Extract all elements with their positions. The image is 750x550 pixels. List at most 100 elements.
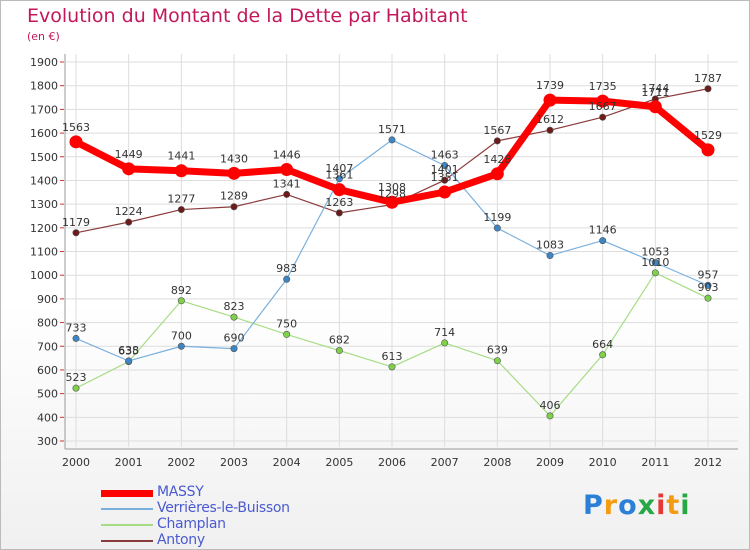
data-point-massy [648,100,662,114]
data-point-champlan [335,347,343,355]
data-point-champlan [283,330,291,338]
data-point-verri-res-le-buisson [230,345,238,353]
data-point-champlan [230,313,238,321]
x-tick-label: 2005 [325,456,353,469]
y-tick-label: 600 [37,364,58,377]
data-point-antony [125,218,133,226]
data-point-massy [490,167,504,181]
data-label-champlan: 523 [66,371,87,384]
legend-label-antony: Antony [157,532,205,548]
data-label-massy: 1739 [536,79,564,92]
data-point-champlan [441,339,449,347]
data-label-verri-res-le-buisson: 1053 [641,246,669,259]
data-point-verri-res-le-buisson [335,175,343,183]
y-tick-label: 300 [37,435,58,448]
data-point-antony [599,113,607,121]
data-label-antony: 1289 [220,190,248,203]
grid-layer [65,54,738,447]
data-point-antony [72,229,80,237]
legend-label-massy: MASSY [157,484,204,500]
y-tick-label: 900 [37,293,58,306]
data-label-champlan: 823 [224,300,245,313]
data-point-verri-res-le-buisson [493,224,501,232]
y-tick-label: 400 [37,411,58,424]
data-label-antony: 1277 [167,193,195,206]
data-point-antony [704,85,712,93]
data-label-verri-res-le-buisson: 1146 [589,224,617,237]
data-point-massy [122,162,136,176]
x-tick-label: 2010 [589,456,617,469]
legend-swatch-verrieres [101,508,153,510]
data-label-champlan: 892 [171,284,192,297]
legend-label-champlan: Champlan [157,516,226,532]
data-point-massy [227,166,241,180]
data-label-champlan: 903 [698,281,719,294]
data-label-champlan: 664 [592,338,613,351]
y-tick-label: 1900 [30,56,58,69]
data-point-massy [438,185,452,199]
axis-layer: 300 400 500 600 700 800 900 1000 1100 1200 1300 140… [30,54,738,469]
data-label-antony: 1179 [62,216,90,229]
data-point-massy [332,183,346,197]
data-label-champlan: 682 [329,334,350,347]
data-point-antony [493,137,501,145]
data-point-verri-res-le-buisson [651,259,659,267]
data-label-antony: 1298 [378,188,406,201]
legend-label-verrieres: Verrières-le-Buisson [157,500,290,516]
data-point-champlan [651,269,659,277]
data-point-antony [441,176,449,184]
y-tick-label: 1800 [30,80,58,93]
data-label-champlan: 635 [118,345,139,358]
data-label-antony: 1744 [641,82,669,95]
data-label-antony: 1612 [536,113,564,126]
data-point-champlan [546,412,554,420]
data-point-antony [546,126,554,134]
y-tick-label: 800 [37,317,58,330]
y-tick-label: 500 [37,388,58,401]
y-tick-label: 700 [37,340,58,353]
data-point-massy [280,163,294,177]
data-point-verri-res-le-buisson [704,281,712,289]
data-point-champlan [72,384,80,392]
x-tick-label: 2006 [378,456,406,469]
x-tick-label: 2009 [536,456,564,469]
data-label-verri-res-le-buisson: 1463 [431,149,459,162]
data-label-antony: 1401 [431,163,459,176]
data-label-antony: 1787 [694,72,722,85]
x-tick-label: 2000 [62,456,90,469]
data-label-champlan: 613 [382,350,403,363]
y-tick-label: 1400 [30,174,58,187]
data-label-champlan: 750 [276,317,297,330]
data-point-champlan [493,357,501,365]
data-label-antony: 1567 [483,124,511,137]
x-tick-label: 2001 [115,456,143,469]
y-tick-label: 1000 [30,269,58,282]
x-tick-label: 2011 [641,456,669,469]
data-point-massy [69,135,83,149]
data-point-massy [174,164,188,178]
y-tick-label: 1100 [30,246,58,259]
data-label-massy: 1361 [325,169,353,182]
y-tick-label: 1600 [30,127,58,140]
data-point-champlan [177,297,185,305]
data-point-champlan [388,363,396,371]
x-tick-label: 2003 [220,456,248,469]
data-point-champlan [704,294,712,302]
data-label-verri-res-le-buisson: 1407 [325,162,353,175]
data-label-massy: 1446 [273,149,301,162]
x-tick-label: 2002 [167,456,195,469]
x-tick-label: 2012 [694,456,722,469]
data-point-verri-res-le-buisson [283,275,291,283]
data-label-antony: 1341 [273,177,301,190]
data-point-massy [596,94,610,108]
data-label-verri-res-le-buisson: 638 [118,344,139,357]
data-label-layer: 1179 1224 1277 1289 1341 1263 1298 1401 1567 1612… [62,72,722,412]
line-chart: 300 400 500 600 700 800 900 1000 1100 1200 1300 140… [30,54,738,469]
data-point-massy [543,93,557,107]
data-label-antony: 1224 [115,205,143,218]
data-point-antony [177,206,185,214]
data-label-champlan: 714 [434,326,455,339]
data-label-champlan: 1010 [641,256,669,269]
x-tick-label: 2007 [431,456,459,469]
